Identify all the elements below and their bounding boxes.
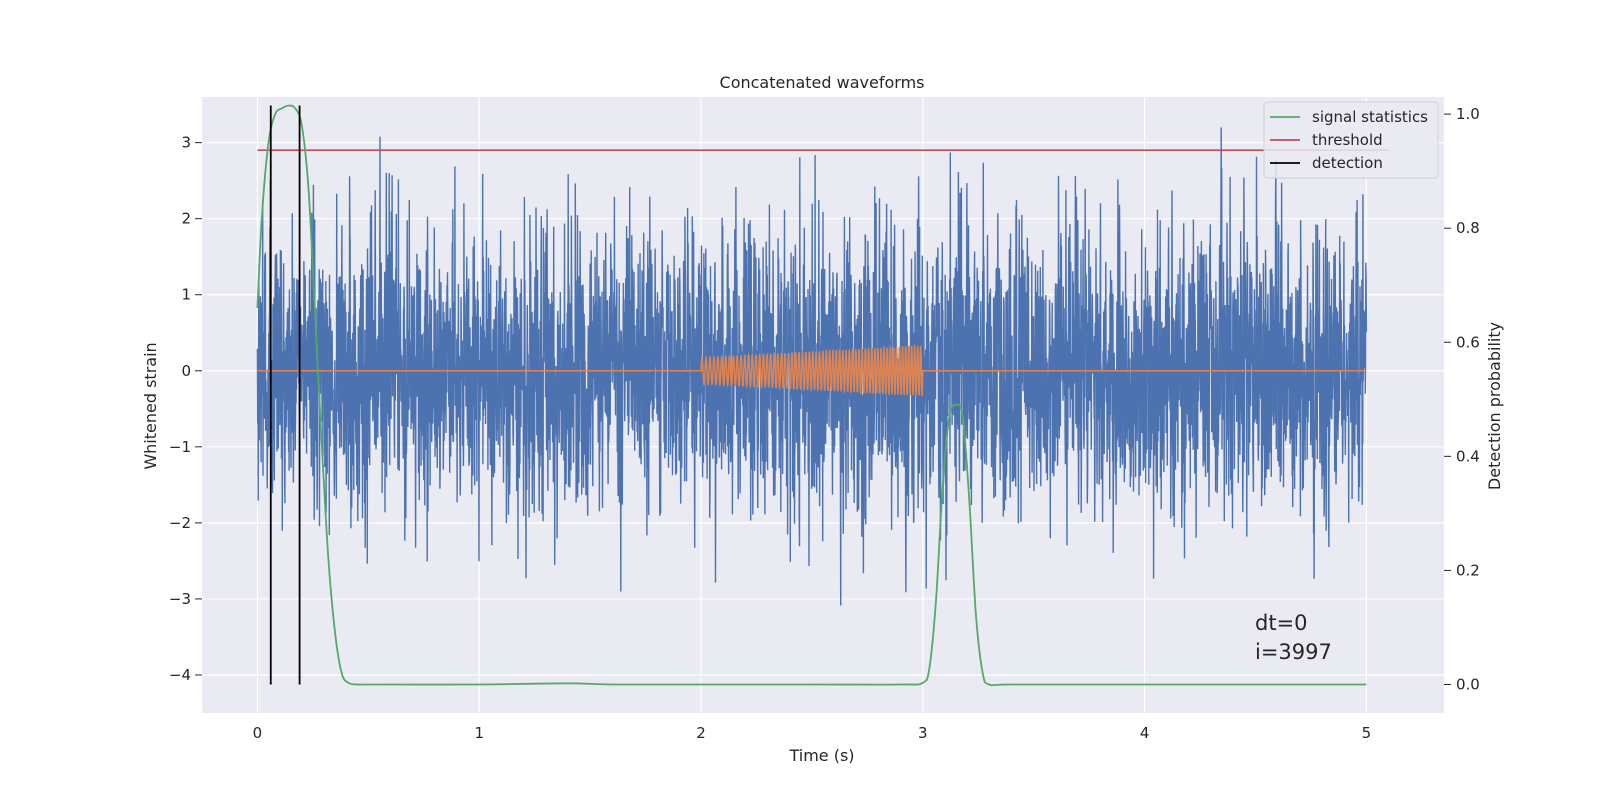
y-tick-label: 0	[181, 362, 191, 380]
whitened-strain-line	[256, 127, 1368, 606]
y-axis-label-right: Detection probability	[1485, 322, 1504, 490]
y-right-tick-label: 0.0	[1456, 675, 1480, 693]
y-tick-label: 3	[181, 134, 191, 152]
injected-waveform-line	[257, 343, 1367, 396]
x-tick-label: 5	[1362, 724, 1372, 742]
y-axis-label-left: Whitened strain	[141, 342, 160, 469]
y-tick-label: −4	[169, 666, 191, 684]
legend-label: signal statistics	[1312, 108, 1428, 126]
y-tick-label: −1	[169, 438, 191, 456]
legend-box	[1263, 101, 1439, 179]
y-tick-label: 2	[181, 210, 191, 228]
legend-label: threshold	[1312, 131, 1383, 149]
y-right-tick-label: 0.8	[1456, 219, 1480, 237]
legend-label: detection	[1312, 154, 1383, 172]
legend: signal statistics threshold detection	[1263, 101, 1439, 179]
x-tick-label: 3	[918, 724, 928, 742]
y-right-tick-label: 0.6	[1456, 333, 1480, 351]
annotation-dt: dt=0	[1255, 611, 1308, 635]
y-right-tick-label: 1.0	[1456, 105, 1480, 123]
annotation-i: i=3997	[1255, 640, 1332, 664]
x-tick-label: 4	[1140, 724, 1150, 742]
x-tick-label: 2	[696, 724, 706, 742]
y-tick-label: 1	[181, 286, 191, 304]
y-right-tick-label: 0.2	[1456, 561, 1480, 579]
signal-statistics-line	[256, 104, 1367, 687]
x-axis-label: Time (s)	[788, 746, 854, 765]
y-tick-label: −3	[169, 590, 191, 608]
x-tick-label: 1	[474, 724, 484, 742]
x-tick-label: 0	[253, 724, 263, 742]
y-right-tick-label: 0.4	[1456, 447, 1480, 465]
chart-title: Concatenated waveforms	[720, 73, 925, 92]
y-tick-label: −2	[169, 514, 191, 532]
